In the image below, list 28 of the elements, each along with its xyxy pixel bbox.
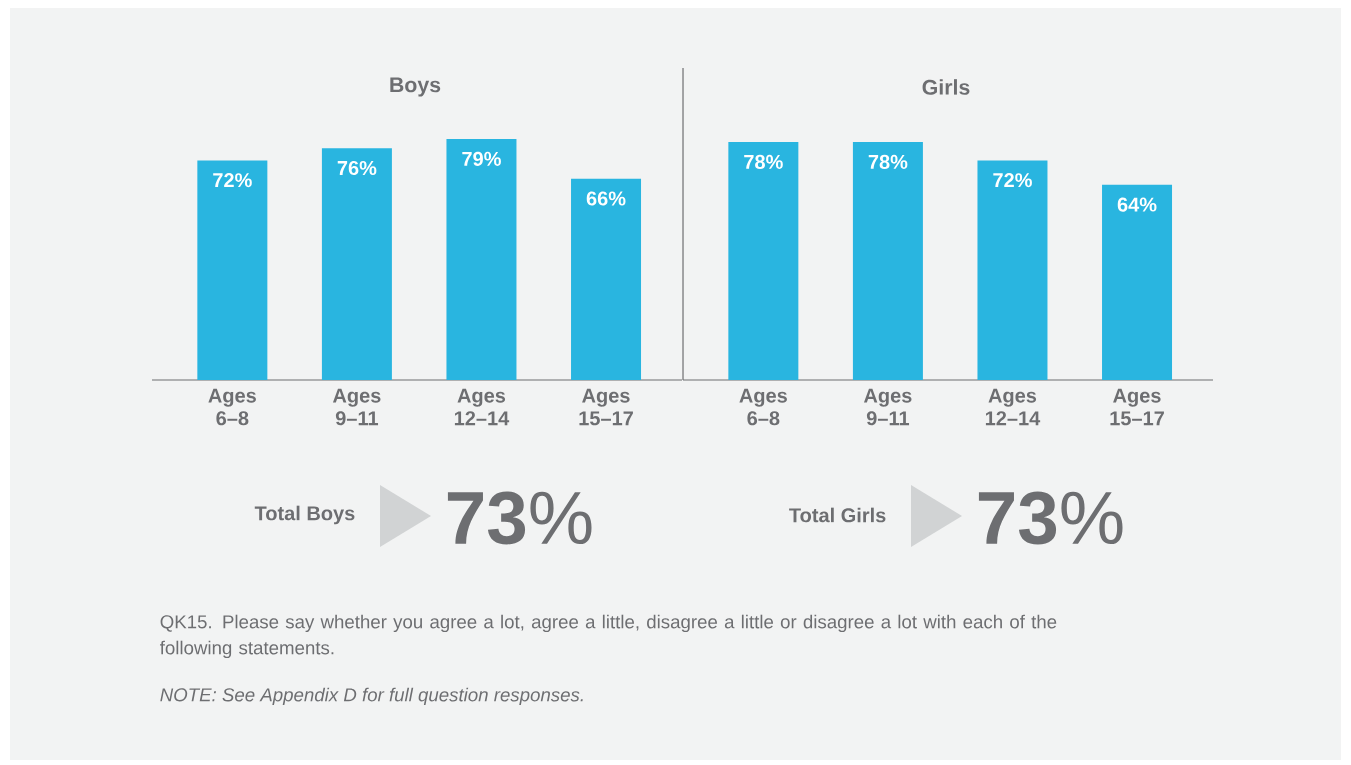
x-tick-label: Ages 9–11 xyxy=(863,388,912,426)
text: QK15. Please say whether you agree a lot, agree a little, disagree a little or disagree a lot with each of the following statements. xyxy=(159,614,1057,659)
data-label: 72% xyxy=(213,173,252,188)
data-label: 76% xyxy=(337,160,377,176)
data-label: 64% xyxy=(1117,197,1157,212)
text: NOTE: See Appendix D for full question responses. xyxy=(160,687,583,706)
x-tick-label: Ages 9–11 xyxy=(332,388,381,426)
data-label: 78% xyxy=(744,154,783,169)
data-label: 66% xyxy=(586,191,626,206)
bar xyxy=(321,148,392,380)
chart-title: Boys xyxy=(390,77,441,97)
x-tick-label: Ages 12–14 xyxy=(454,388,510,426)
x-tick-label: Ages 15–17 xyxy=(1110,388,1164,426)
text: 73% xyxy=(447,491,592,545)
text: Total Girls xyxy=(789,507,886,523)
chart-title: Girls xyxy=(922,79,970,95)
bar xyxy=(571,178,642,380)
bar xyxy=(197,160,268,380)
data-label: 72% xyxy=(993,173,1032,188)
x-tick-label: Ages 6–8 xyxy=(739,388,787,426)
x-tick-label: Ages 15–17 xyxy=(579,388,633,426)
text: 73% xyxy=(978,491,1123,545)
data-label: 78% xyxy=(868,154,908,169)
x-tick-label: Ages 6–8 xyxy=(208,388,256,426)
data-label: 79% xyxy=(462,151,501,166)
text: Total Boys xyxy=(254,505,355,525)
x-tick-label: Ages 12–14 xyxy=(985,388,1041,426)
bar xyxy=(446,139,517,380)
